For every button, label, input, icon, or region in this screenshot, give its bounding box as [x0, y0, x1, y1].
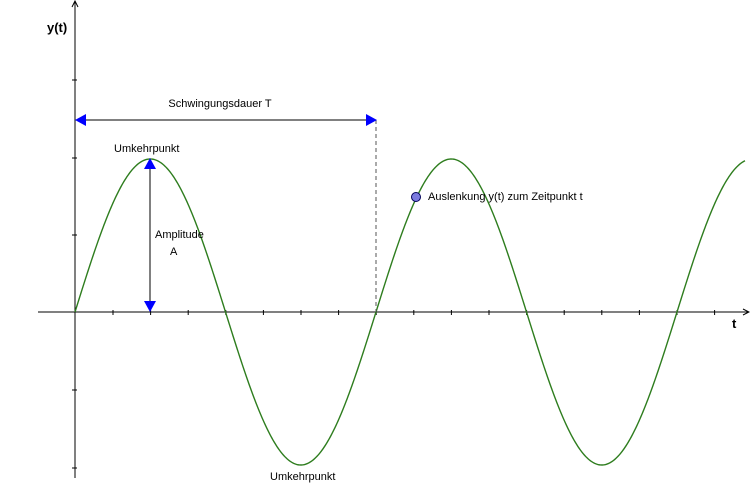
- oscillation-curve: [74, 158, 746, 466]
- period-arrowhead-right-icon: [366, 114, 377, 126]
- amplitude-symbol: A: [170, 246, 178, 258]
- bottom-turning-point-label: Umkehrpunkt: [270, 471, 335, 483]
- x-axis-label: t: [732, 316, 737, 331]
- x-axis-arrowhead: [742, 308, 750, 316]
- displacement-point-label: Auslenkung y(t) zum Zeitpunkt t: [428, 191, 583, 203]
- amplitude-arrowhead-top-icon: [144, 158, 156, 169]
- y-axis-label: y(t): [47, 20, 67, 35]
- top-turning-point-label: Umkehrpunkt: [114, 143, 179, 155]
- period-arrowhead-left-icon: [75, 114, 86, 126]
- y-axis-arrowhead: [71, 0, 79, 8]
- period-label: Schwingungsdauer T: [168, 98, 271, 110]
- amplitude-label: Amplitude: [155, 229, 204, 241]
- displacement-point[interactable]: [411, 192, 421, 202]
- y-axis-ticks: [72, 79, 77, 469]
- amplitude-arrowhead-bottom-icon: [144, 301, 156, 312]
